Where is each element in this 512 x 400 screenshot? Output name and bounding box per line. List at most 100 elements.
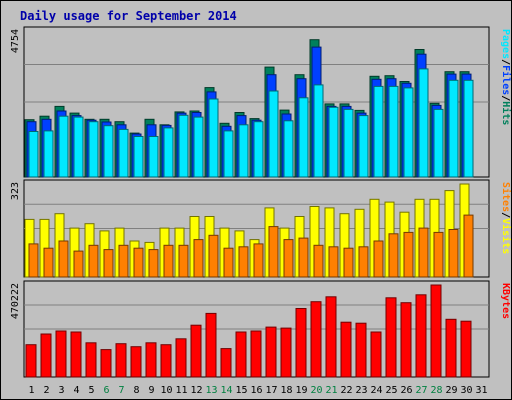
bar-kbytes-day-21 [325,296,337,378]
day-label-26: 26 [400,385,412,396]
bar-kbytes-day-2 [40,333,52,378]
bar-kbytes-day-18 [280,327,292,378]
bar-sites-day-2 [43,247,54,278]
chart-title: Daily usage for September 2014 [20,9,237,23]
bar-sites-day-19 [298,237,309,278]
legend-hits: Pages/Files/Hits [500,29,512,125]
day-label-29: 29 [445,385,457,396]
bar-pages-day-15 [238,124,249,178]
legend-visits: Visits [500,218,512,254]
day-label-12: 12 [190,385,202,396]
bar-sites-day-11 [178,244,189,278]
bar-kbytes-day-9 [145,342,157,378]
day-label-13: 13 [205,385,217,396]
ymax-label-hits: 4754 [10,29,21,53]
bar-kbytes-day-19 [295,308,307,378]
ymax-label-kbytes: 470222 [10,283,21,319]
day-label-31: 31 [475,385,487,396]
bar-kbytes-day-7 [115,343,127,378]
day-label-22: 22 [340,385,352,396]
day-label-6: 6 [103,385,109,396]
bar-pages-day-9 [148,136,159,178]
bar-sites-day-6 [103,249,114,278]
bar-pages-day-26 [403,87,414,178]
day-label-15: 15 [235,385,247,396]
bar-kbytes-day-3 [55,330,67,378]
legend-visits: Sites/Visits [500,182,512,254]
bar-kbytes-day-25 [385,297,397,378]
bar-pages-day-13 [208,98,219,178]
bar-pages-day-25 [388,85,399,178]
day-labels: 1 2 3 4 5 6 7 8 9 10 11 12 13 14 15 16 17 18 19 20 21 22 23 24 2… [28,385,487,396]
bar-pages-day-6 [103,125,114,178]
bar-kbytes-day-4 [70,331,82,378]
bar-kbytes-day-17 [265,326,277,378]
panel-hits: 4754 Pages/Files/Hits [10,26,512,178]
bar-pages-day-17 [268,90,279,178]
legend-kbytes: KBytes [500,283,511,319]
legend-pages: Pages [500,29,511,59]
bar-sites-day-13 [208,234,219,278]
legend-hits: Hits [500,101,512,125]
day-label-17: 17 [265,385,277,396]
legend-kbytes: KBytes [500,283,511,319]
bar-sites-day-21 [328,246,339,278]
bar-pages-day-5 [88,121,99,178]
day-label-18: 18 [280,385,292,396]
day-label-1: 1 [28,385,34,396]
bar-kbytes-day-10 [160,344,172,378]
bar-sites-day-4 [73,250,84,278]
bar-sites-day-29 [448,229,459,278]
bar-sites-day-14 [223,247,234,278]
bar-kbytes-day-26 [400,302,412,378]
bar-sites-day-17 [268,226,279,278]
bar-pages-day-14 [223,130,234,178]
day-label-23: 23 [355,385,367,396]
bar-kbytes-day-29 [445,318,457,378]
bar-sites-day-18 [283,239,294,278]
bar-sites-day-10 [163,244,174,278]
ymax-label-visits: 323 [10,182,21,200]
bar-pages-day-16 [253,121,264,178]
day-label-27: 27 [415,385,427,396]
bar-pages-day-3 [58,115,69,178]
day-label-9: 9 [148,385,154,396]
bar-pages-day-1 [28,131,39,178]
bar-sites-day-5 [88,244,99,278]
day-label-5: 5 [88,385,94,396]
bar-sites-day-27 [418,227,429,278]
bar-kbytes-day-24 [370,331,382,378]
day-label-20: 20 [310,385,322,396]
bar-pages-day-4 [73,116,84,178]
day-label-30: 30 [460,385,472,396]
bar-pages-day-29 [448,79,459,178]
bar-kbytes-day-16 [250,330,262,378]
bar-pages-day-2 [43,130,54,178]
bar-pages-day-18 [283,120,294,178]
bar-sites-day-23 [358,246,369,278]
bar-pages-day-22 [343,108,354,178]
bar-pages-day-8 [133,136,144,178]
day-label-2: 2 [43,385,49,396]
day-label-3: 3 [58,385,64,396]
bar-kbytes-day-11 [175,338,187,378]
bar-sites-day-26 [403,231,414,278]
bar-sites-day-15 [238,246,249,278]
day-label-25: 25 [385,385,397,396]
bar-kbytes-day-22 [340,321,352,378]
legend-separator: / [500,212,511,218]
bar-kbytes-day-23 [355,322,367,378]
bar-pages-day-21 [328,106,339,178]
bar-kbytes-day-15 [235,331,247,378]
bar-pages-day-27 [418,68,429,178]
bar-sites-day-20 [313,244,324,278]
legend-sites: Sites [500,182,512,212]
day-label-19: 19 [295,385,307,396]
bar-sites-day-24 [373,240,384,278]
legend-separator: / [500,59,511,65]
bar-kbytes-day-8 [130,346,142,378]
bar-pages-day-20 [313,84,324,178]
bar-pages-day-10 [163,127,174,178]
day-label-16: 16 [250,385,262,396]
